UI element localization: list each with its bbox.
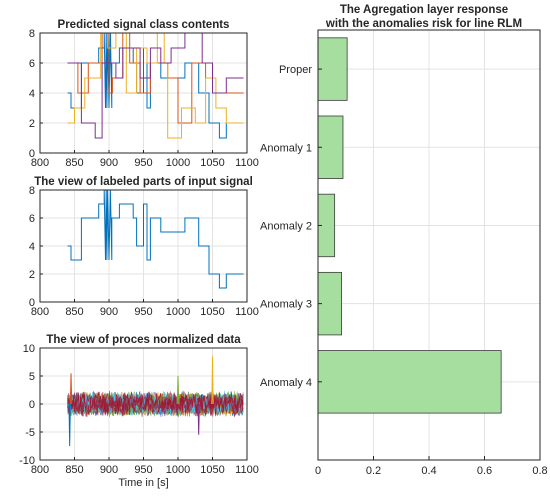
y-tick-label: 4 [29, 241, 35, 253]
bar-anomaly-1 [317, 115, 344, 179]
x-tick-label: 900 [100, 306, 118, 318]
line-panel-1: 800 850 900 950 1000 1050 1100 0 2 4 6 8 Predicted s… [29, 19, 259, 169]
x-tick-label: 1000 [166, 157, 190, 169]
category-label: Anomaly 1 [260, 142, 312, 154]
x-tick-label: 950 [134, 464, 152, 476]
y-tick-label: 8 [29, 28, 35, 40]
bar-chart-subtitle: with the anomalies risk for line RLM [325, 18, 522, 30]
noise-trace [67, 390, 244, 418]
y-tick-label: 6 [29, 58, 35, 70]
noise-spike [197, 403, 200, 435]
noise-spike [69, 373, 73, 405]
x-tick-label: 850 [65, 464, 83, 476]
series-line-4 [67, 33, 244, 139]
series-group [67, 190, 244, 289]
y-tick-label: 0 [29, 297, 35, 309]
y-tick-label: 2 [29, 118, 35, 130]
series-line-1 [67, 190, 244, 289]
category-label: Proper [279, 64, 312, 76]
y-tick-label: 6 [29, 213, 35, 225]
x-tick-label: 800 [31, 306, 49, 318]
noise-spike [211, 356, 214, 405]
bar-panel: 0 0.2 0.4 0.6 0.8 Proper Anomaly 1 Anomaly 2 Ano… [260, 4, 548, 477]
x-tick-label: 1000 [166, 464, 190, 476]
x-tick-label: 800 [31, 464, 49, 476]
panel-title: The view of labeled parts of input signa… [34, 176, 253, 188]
panel-title: The view of proces normalized data [46, 334, 241, 346]
noise-trace [67, 391, 244, 417]
x-tick-label: 1100 [235, 306, 259, 318]
noise-spike [176, 375, 180, 405]
x-tick-label: 0.6 [477, 465, 492, 477]
x-tick-label: 0.4 [421, 465, 436, 477]
category-label: Anomaly 4 [260, 377, 312, 389]
x-tick-label: 950 [134, 306, 152, 318]
line-panel-3: 800 850 900 950 1000 1050 1100 -10 -5 0 5 10 The vie… [19, 334, 259, 489]
series-group [67, 356, 244, 447]
bar-proper [317, 37, 348, 101]
category-label: Anomaly 2 [260, 220, 312, 232]
x-tick-label: 1000 [166, 306, 190, 318]
x-tick-label: 0.2 [366, 465, 381, 477]
x-tick-label: 850 [65, 306, 83, 318]
x-tick-label: 1100 [235, 157, 259, 169]
y-tick-label: 10 [23, 343, 35, 355]
x-tick-label: 900 [100, 157, 118, 169]
y-tick-label: -10 [19, 455, 35, 467]
y-tick-label: 2 [29, 269, 35, 281]
y-tick-label: -5 [25, 427, 35, 439]
y-tick-label: 0 [29, 148, 35, 160]
series-line-2 [67, 33, 244, 124]
y-tick-label: 0 [29, 399, 35, 411]
category-label: Anomaly 3 [260, 299, 312, 311]
x-tick-label: 950 [134, 157, 152, 169]
x-tick-label: 850 [65, 157, 83, 169]
x-tick-label: 800 [31, 157, 49, 169]
panel-title: Predicted signal class contents [58, 19, 230, 31]
noise-spike [68, 403, 71, 447]
y-tick-label: 8 [29, 185, 35, 197]
x-tick-label: 0.8 [532, 465, 547, 477]
x-tick-label: 1050 [200, 306, 224, 318]
x-tick-label: 1050 [200, 464, 224, 476]
series-group [67, 33, 244, 139]
y-tick-label: 4 [29, 88, 35, 100]
x-axis-label: Time in [s] [118, 477, 168, 489]
x-tick-label: 900 [100, 464, 118, 476]
series-line-3 [67, 33, 244, 139]
x-tick-label: 0 [315, 465, 321, 477]
x-tick-label: 1050 [200, 157, 224, 169]
x-tick-label: 1100 [235, 464, 259, 476]
bar-anomaly-4 [317, 350, 502, 414]
y-tick-label: 5 [29, 371, 35, 383]
bar-chart-title: The Agregation layer response [340, 4, 508, 16]
